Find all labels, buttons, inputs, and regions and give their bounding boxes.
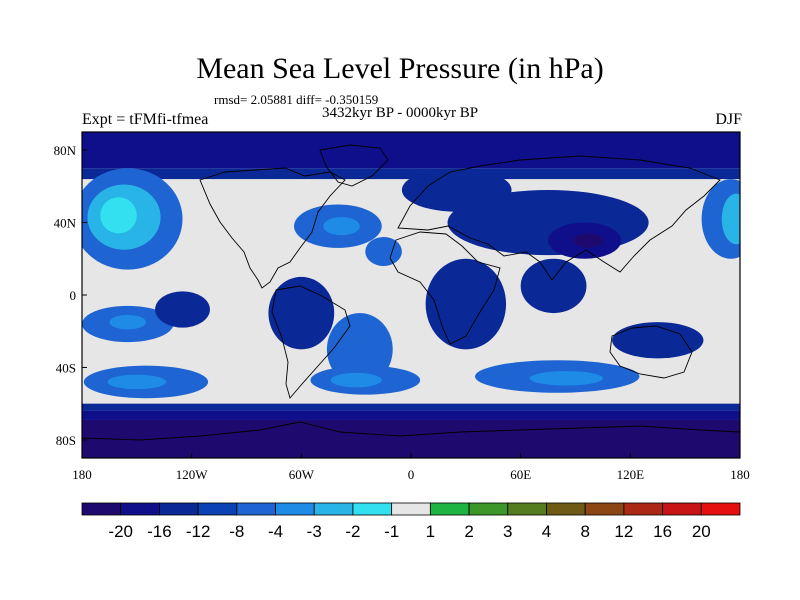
colorbar-label-0: -20 xyxy=(108,522,133,541)
coastline-australia xyxy=(609,325,693,379)
colorbar-box-12 xyxy=(546,502,586,516)
colorbar-label-2: -12 xyxy=(186,522,211,541)
region-southern-belt-atlantic-core xyxy=(330,372,382,388)
x-tick-label-1: 120W xyxy=(176,467,209,482)
colorbar-box-6 xyxy=(313,502,354,516)
x-tick-label-4: 60E xyxy=(510,467,531,482)
y-tick-label-4: 80S xyxy=(56,433,76,448)
region-australia-low xyxy=(612,322,704,359)
colorbar-box-2 xyxy=(159,502,199,516)
region-eurasia-low-west xyxy=(401,168,512,212)
x-axis: 180 120W 60W 0 60E 120E 180 xyxy=(72,453,750,482)
zonal-band-1 xyxy=(82,168,740,180)
colorbar-label-7: -1 xyxy=(384,522,399,541)
y-tick-label-1: 40N xyxy=(54,216,77,231)
coastline-eurasia xyxy=(397,155,721,281)
region-southern-belt-pacific-core xyxy=(107,374,167,390)
colorbar-box-16 xyxy=(700,502,741,516)
y-tick-label-0: 80N xyxy=(54,143,77,158)
colorbar-label-13: 12 xyxy=(614,522,633,541)
colorbar-label-14: 16 xyxy=(653,522,672,541)
colorbar-box-3 xyxy=(197,502,238,516)
colorbar-label-1: -16 xyxy=(147,522,172,541)
x-tick-label-2: 60W xyxy=(289,467,315,482)
coastline-greenland xyxy=(319,144,389,187)
x-tick-label-0: 180 xyxy=(72,467,92,482)
colorbar-label-11: 4 xyxy=(542,522,551,541)
colorbar-box-0 xyxy=(81,502,122,516)
colorbar-label-8: 1 xyxy=(426,522,435,541)
coastline-africa xyxy=(389,231,501,345)
colorbar-box-9 xyxy=(429,502,470,516)
colorbar-box-14 xyxy=(623,502,663,516)
colorbar xyxy=(81,502,741,516)
x-tick-label-3: 0 xyxy=(408,467,415,482)
colorbar-box-7 xyxy=(352,502,393,516)
colorbar-label-4: -4 xyxy=(268,522,283,541)
zonal-band-3 xyxy=(82,410,740,420)
coastline-north-america xyxy=(199,167,346,289)
experiment-label: Expt = tFMfi-tfmea xyxy=(82,111,209,128)
zonal-band-0 xyxy=(82,132,740,169)
colorbar-box-13 xyxy=(584,502,625,516)
season-label: DJF xyxy=(715,111,742,128)
colorbar-box-15 xyxy=(662,502,702,516)
region-africa-low xyxy=(425,258,507,350)
y-tick-label-3: 40S xyxy=(56,360,76,375)
coastline-antarctica xyxy=(82,421,740,441)
chart-title: Mean Sea Level Pressure (in hPa) xyxy=(196,52,604,85)
pressure-regions xyxy=(82,168,740,399)
region-south-america-low xyxy=(268,276,335,350)
region-tibet-core xyxy=(573,233,603,248)
zonal-band-2 xyxy=(82,403,740,411)
colorbar-box-10 xyxy=(468,502,509,516)
colorbar-label-6: -2 xyxy=(345,522,360,541)
colorbar-box-11 xyxy=(507,502,547,516)
colorbar-box-5 xyxy=(275,502,315,516)
region-east-pacific-low xyxy=(155,291,210,328)
colorbar-label-3: -8 xyxy=(229,522,244,541)
region-north-atlantic-core xyxy=(323,217,360,236)
x-tick-label-6: 180 xyxy=(730,467,750,482)
colorbar-label-10: 3 xyxy=(503,522,512,541)
region-india-low xyxy=(520,258,587,314)
x-tick-label-5: 120E xyxy=(617,467,645,482)
colorbar-box-1 xyxy=(120,502,160,516)
stats-text: rmsd= 2.05881 diff= -0.350159 xyxy=(214,92,379,107)
colorbar-label-5: -3 xyxy=(307,522,322,541)
region-dateline-high-east-core xyxy=(721,193,740,245)
region-africa-high xyxy=(365,237,402,267)
map-field xyxy=(82,132,740,458)
zonal-bands xyxy=(82,132,740,458)
region-southern-belt-indian-core xyxy=(529,371,603,386)
chart-subtitle: 3432kyr BP - 0000kyr BP xyxy=(322,105,479,121)
coastlines xyxy=(82,144,740,441)
region-north-pacific-inner xyxy=(100,197,137,234)
colorbar-labels: -20 -16 -12 -8 -4 -3 -2 -1 1 2 3 4 8 12 16 20 xyxy=(108,522,710,541)
colorbar-label-15: 20 xyxy=(692,522,711,541)
colorbar-box-4 xyxy=(236,502,276,516)
colorbar-box-8 xyxy=(391,502,431,516)
y-tick-label-2: 0 xyxy=(70,288,77,303)
colorbar-label-9: 2 xyxy=(464,522,473,541)
colorbar-label-12: 8 xyxy=(580,522,589,541)
coastline-south-america xyxy=(271,285,351,399)
region-south-pacific-core xyxy=(109,314,146,330)
y-axis: 80N 40N 0 40S 80S xyxy=(54,143,87,448)
